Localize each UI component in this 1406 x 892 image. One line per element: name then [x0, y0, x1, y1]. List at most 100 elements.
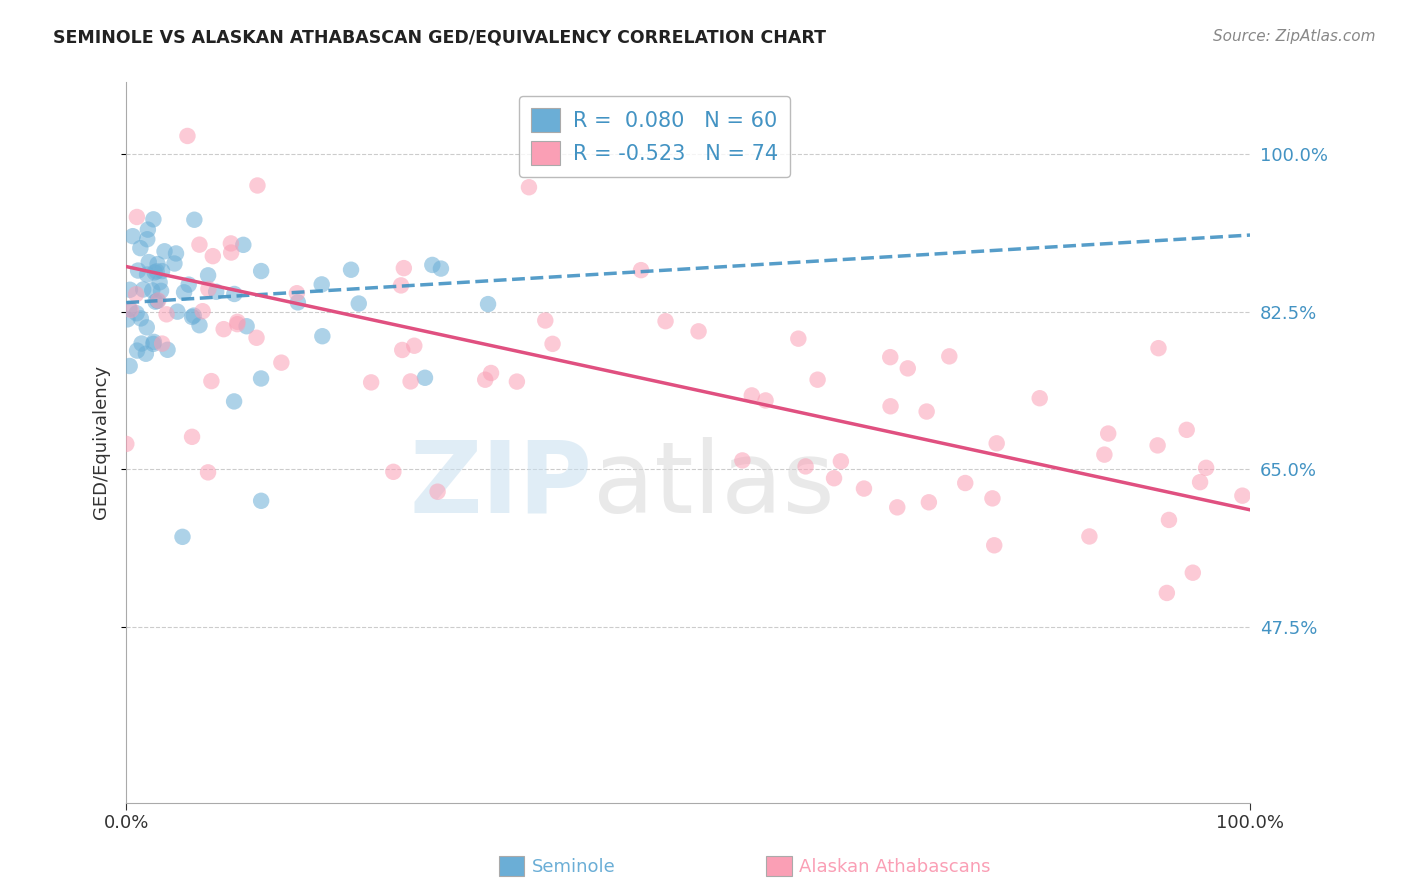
Point: [830, 454, 852, 468]
Point: [413, 371, 436, 385]
Text: ZIP: ZIP: [409, 437, 593, 534]
Point: [172, 530, 194, 544]
Point: [142, 212, 165, 227]
Point: [146, 257, 169, 271]
Point: [125, 210, 148, 224]
Point: [121, 229, 143, 244]
Point: [145, 264, 167, 278]
Point: [1232, 489, 1254, 503]
Point: [165, 246, 187, 260]
Point: [981, 491, 1004, 506]
Point: [226, 317, 249, 331]
Text: SEMINOLE VS ALASKAN ATHABASCAN GED/EQUIVALENCY CORRELATION CHART: SEMINOLE VS ALASKAN ATHABASCAN GED/EQUIV…: [53, 29, 827, 46]
Point: [200, 374, 222, 388]
Point: [1097, 426, 1119, 441]
Point: [787, 332, 810, 346]
Point: [391, 343, 413, 357]
Point: [1195, 460, 1218, 475]
Point: [136, 268, 159, 282]
Point: [360, 376, 382, 390]
Point: [918, 495, 941, 509]
Point: [794, 459, 817, 474]
Point: [115, 437, 138, 451]
Point: [245, 331, 267, 345]
Point: [141, 284, 163, 298]
Point: [879, 350, 901, 364]
Point: [731, 453, 754, 467]
Point: [205, 285, 228, 299]
Point: [224, 394, 246, 409]
Point: [879, 399, 901, 413]
Point: [153, 244, 176, 259]
Point: [754, 393, 776, 408]
Point: [132, 283, 155, 297]
Point: [118, 359, 141, 373]
Point: [1028, 391, 1050, 405]
Point: [131, 336, 153, 351]
Point: [127, 343, 149, 358]
Point: [197, 268, 219, 283]
Point: [226, 315, 249, 329]
Point: [125, 287, 148, 301]
Point: [143, 265, 166, 279]
Point: [420, 258, 443, 272]
Text: atlas: atlas: [593, 437, 834, 534]
Point: [897, 361, 920, 376]
Text: Source: ZipAtlas.com: Source: ZipAtlas.com: [1212, 29, 1375, 44]
Point: [1189, 475, 1212, 490]
Point: [250, 371, 273, 385]
Point: [118, 301, 141, 316]
Point: [807, 373, 830, 387]
Point: [142, 334, 165, 349]
Point: [145, 294, 167, 309]
Point: [983, 538, 1005, 552]
Point: [183, 212, 205, 227]
Point: [1092, 448, 1115, 462]
Legend: R =  0.080   N = 60, R = -0.523   N = 74: R = 0.080 N = 60, R = -0.523 N = 74: [519, 96, 790, 178]
Point: [986, 436, 1008, 450]
Point: [823, 471, 845, 485]
Point: [430, 261, 453, 276]
Text: Seminole: Seminole: [531, 858, 616, 876]
Point: [156, 343, 179, 357]
Point: [1078, 529, 1101, 543]
Point: [232, 237, 254, 252]
Point: [1156, 586, 1178, 600]
Point: [534, 313, 557, 327]
Point: [125, 306, 148, 320]
Point: [389, 278, 412, 293]
Point: [127, 263, 149, 277]
Point: [1146, 438, 1168, 452]
Point: [191, 304, 214, 318]
Point: [399, 375, 422, 389]
Point: [142, 337, 165, 351]
Point: [426, 484, 449, 499]
Point: [150, 264, 173, 278]
Text: Alaskan Athabascans: Alaskan Athabascans: [799, 858, 990, 876]
Point: [163, 256, 186, 270]
Point: [219, 245, 242, 260]
Point: [311, 329, 333, 343]
Point: [155, 307, 177, 321]
Point: [1147, 341, 1170, 355]
Point: [117, 312, 139, 326]
Point: [173, 285, 195, 300]
Point: [479, 366, 502, 380]
Y-axis label: GED/Equivalency: GED/Equivalency: [93, 365, 110, 519]
Point: [886, 500, 908, 515]
Point: [852, 482, 875, 496]
Point: [392, 261, 415, 276]
Point: [219, 236, 242, 251]
Point: [741, 388, 763, 402]
Point: [183, 309, 205, 323]
Point: [246, 178, 269, 193]
Point: [201, 249, 224, 263]
Point: [688, 324, 710, 338]
Point: [340, 262, 363, 277]
Point: [1181, 566, 1204, 580]
Point: [129, 241, 152, 255]
Point: [404, 339, 426, 353]
Point: [150, 336, 173, 351]
Point: [938, 350, 960, 364]
Point: [150, 284, 173, 298]
